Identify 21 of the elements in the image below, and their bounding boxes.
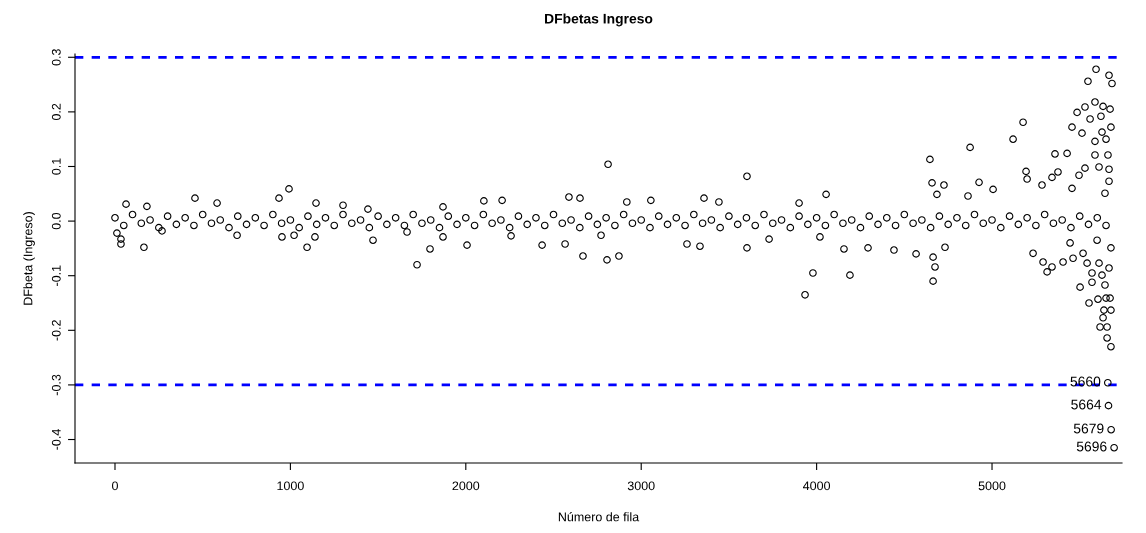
annotation: 5679 bbox=[1073, 423, 1104, 434]
annotation: 5664 bbox=[1071, 399, 1102, 410]
y-tick-label: -0.1 bbox=[51, 265, 61, 286]
x-tick-label: 4000 bbox=[803, 481, 831, 491]
y-tick-label: 0.0 bbox=[51, 212, 61, 230]
y-tick-label: 0.3 bbox=[51, 49, 61, 66]
annotation: 5696 bbox=[1076, 441, 1107, 452]
x-tick-label: 0 bbox=[112, 481, 118, 491]
x-tick-label: 2000 bbox=[452, 481, 480, 491]
x-tick-label: 5000 bbox=[978, 481, 1006, 491]
annotation: 5660 bbox=[1070, 376, 1101, 387]
x-tick-label: 1000 bbox=[277, 481, 304, 491]
x-axis-title: Número de fila bbox=[558, 512, 640, 522]
y-tick-label: 0.1 bbox=[51, 158, 61, 175]
y-tick-label: -0.3 bbox=[51, 374, 61, 396]
y-axis-title: DFbeta (Ingreso) bbox=[23, 212, 35, 305]
x-tick-label: 3000 bbox=[627, 481, 655, 491]
chart-title: DFbetas Ingreso bbox=[545, 13, 653, 27]
y-tick-label: -0.2 bbox=[51, 320, 61, 341]
y-tick-label: 0.2 bbox=[51, 103, 61, 121]
y-tick-label: -0.4 bbox=[51, 429, 61, 450]
